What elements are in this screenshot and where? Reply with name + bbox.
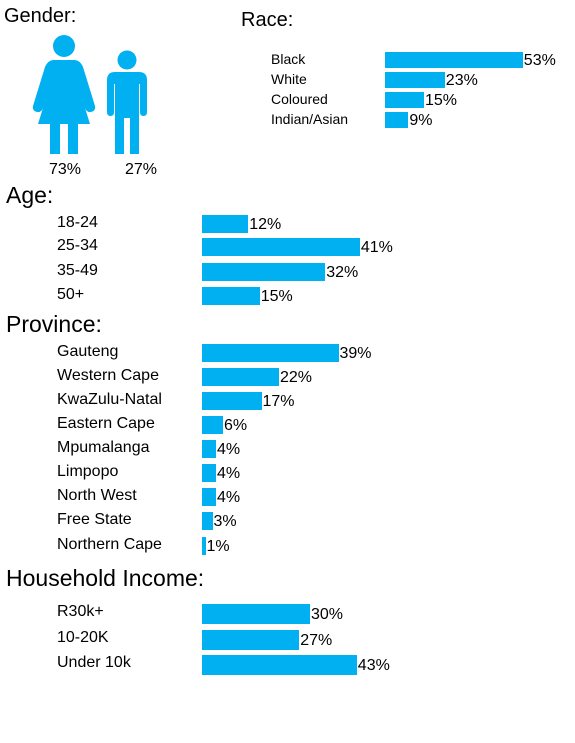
race-label-black: Black <box>271 51 306 67</box>
income-value-r30k: 30% <box>311 606 344 623</box>
income-bar-r30k <box>202 604 310 624</box>
income-bar-10-20k <box>202 630 300 650</box>
age-label-35-49: 35-49 <box>57 262 98 279</box>
age-value-50: 15% <box>260 288 293 305</box>
province-label-free-state: Free State <box>57 511 132 528</box>
race-bar-black <box>385 52 523 68</box>
age-value-35-49: 32% <box>326 264 359 281</box>
province-bar-limpopo <box>202 464 216 482</box>
age-bar-25-34 <box>202 238 360 256</box>
female-value: 73% <box>49 161 82 178</box>
province-value-eastern-cape: 6% <box>224 417 248 434</box>
province-value-limpopo: 4% <box>217 465 241 482</box>
race-label-white: White <box>271 71 307 87</box>
income-label-under-10k: Under 10k <box>57 654 131 671</box>
race-value-white: 23% <box>445 72 478 89</box>
race-label-indian-asian: Indian/Asian <box>271 111 349 127</box>
province-value-western-cape: 22% <box>280 369 313 386</box>
race-value-indian-asian: 9% <box>409 112 433 129</box>
race-value-black: 53% <box>523 52 556 69</box>
province-label-western-cape: Western Cape <box>57 367 159 384</box>
age-label-50: 50+ <box>57 286 85 303</box>
age-value-18-24: 12% <box>249 216 282 233</box>
province-value-kwazulu-natal: 17% <box>262 393 295 410</box>
age-label-18-24: 18-24 <box>57 214 98 231</box>
province-bar-eastern-cape <box>202 416 223 434</box>
age-label-25-34: 25-34 <box>57 237 98 254</box>
income-label-10-20k: 10-20K <box>57 629 109 646</box>
province-label-gauteng: Gauteng <box>57 343 119 360</box>
race-bar-coloured <box>385 92 424 108</box>
province-bar-gauteng <box>202 344 339 362</box>
province-label-mpumalanga: Mpumalanga <box>57 439 150 456</box>
income-bar-under-10k <box>202 655 357 675</box>
province-value-gauteng: 39% <box>339 345 372 362</box>
age-value-25-34: 41% <box>360 239 393 256</box>
province-title: Province: <box>6 311 102 337</box>
province-bar-north-west <box>202 488 216 506</box>
male-value: 27% <box>125 161 158 178</box>
age-bar-35-49 <box>202 263 326 281</box>
income-value-under-10k: 43% <box>357 657 390 674</box>
province-label-kwazulu-natal: KwaZulu-Natal <box>57 391 162 408</box>
province-value-free-state: 3% <box>213 513 237 530</box>
province-bar-kwazulu-natal <box>202 392 262 410</box>
age-bar-50 <box>202 287 260 305</box>
province-label-northern-cape: Northern Cape <box>57 536 162 553</box>
race-title: Race: <box>241 9 294 31</box>
age-bar-18-24 <box>202 215 249 233</box>
income-value-10-20k: 27% <box>300 632 333 649</box>
race-value-coloured: 15% <box>425 92 458 109</box>
province-value-north-west: 4% <box>217 489 241 506</box>
age-title: Age: <box>6 182 54 208</box>
race-label-coloured: Coloured <box>271 91 328 107</box>
gender-title: Gender: <box>4 5 77 27</box>
province-bar-western-cape <box>202 368 279 386</box>
province-bar-free-state <box>202 512 213 530</box>
province-label-north-west: North West <box>57 487 137 504</box>
province-bar-northern-cape <box>202 537 206 555</box>
race-bar-indian-asian <box>385 112 409 128</box>
province-bar-mpumalanga <box>202 440 216 458</box>
race-bar-white <box>385 72 445 88</box>
male-person-icon <box>107 50 147 154</box>
female-person-icon <box>32 35 96 154</box>
income-title: Household Income: <box>6 565 205 591</box>
province-value-mpumalanga: 4% <box>217 441 241 458</box>
province-value-northern-cape: 1% <box>206 538 230 555</box>
province-label-eastern-cape: Eastern Cape <box>57 415 155 432</box>
income-label-r30k: R30k+ <box>57 603 104 620</box>
province-label-limpopo: Limpopo <box>57 463 119 480</box>
